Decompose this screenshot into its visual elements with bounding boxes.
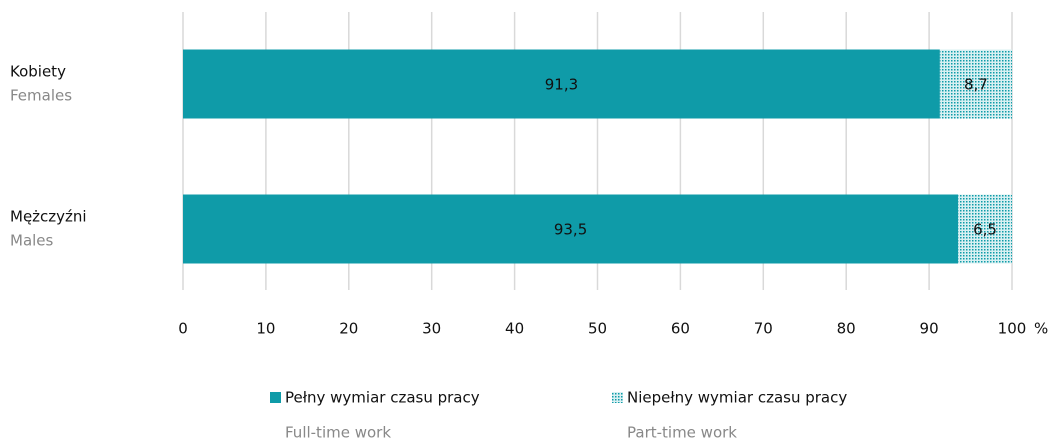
bar-segment [183,194,959,264]
value-label: 8,7 [964,76,988,94]
value-label: 6,5 [973,221,997,239]
value-label: 93,5 [554,221,587,239]
x-tick-label: 100 [998,320,1027,338]
x-tick-label: 50 [588,320,607,338]
x-tick-label: 40 [505,320,524,338]
x-tick-label: 30 [422,320,441,338]
legend-label: Niepełny wymiar czasu pracy [627,389,847,407]
x-unit: % [1034,320,1048,338]
x-tick-label: 0 [178,320,188,338]
bar-segment [958,194,1012,264]
x-tick-label: 80 [837,320,856,338]
bar-segment [183,49,940,119]
legend-swatch [612,392,623,403]
x-tick-label: 60 [671,320,690,338]
category-label: Mężczyźni [10,208,87,226]
value-label: 91,3 [545,76,578,94]
x-tick-label: 10 [256,320,275,338]
legend-label: Pełny wymiar czasu pracy [285,389,480,407]
legend-swatch [270,392,281,403]
category-label: Kobiety [10,63,66,81]
x-tick-label: 90 [920,320,939,338]
x-tick-label: 20 [339,320,358,338]
legend-label-en: Part-time work [627,424,737,442]
x-tick-label: 70 [754,320,773,338]
legend-label-en: Full-time work [285,424,391,442]
category-label-en: Males [10,232,54,250]
category-label-en: Females [10,87,72,105]
bar-segment [939,49,1012,119]
